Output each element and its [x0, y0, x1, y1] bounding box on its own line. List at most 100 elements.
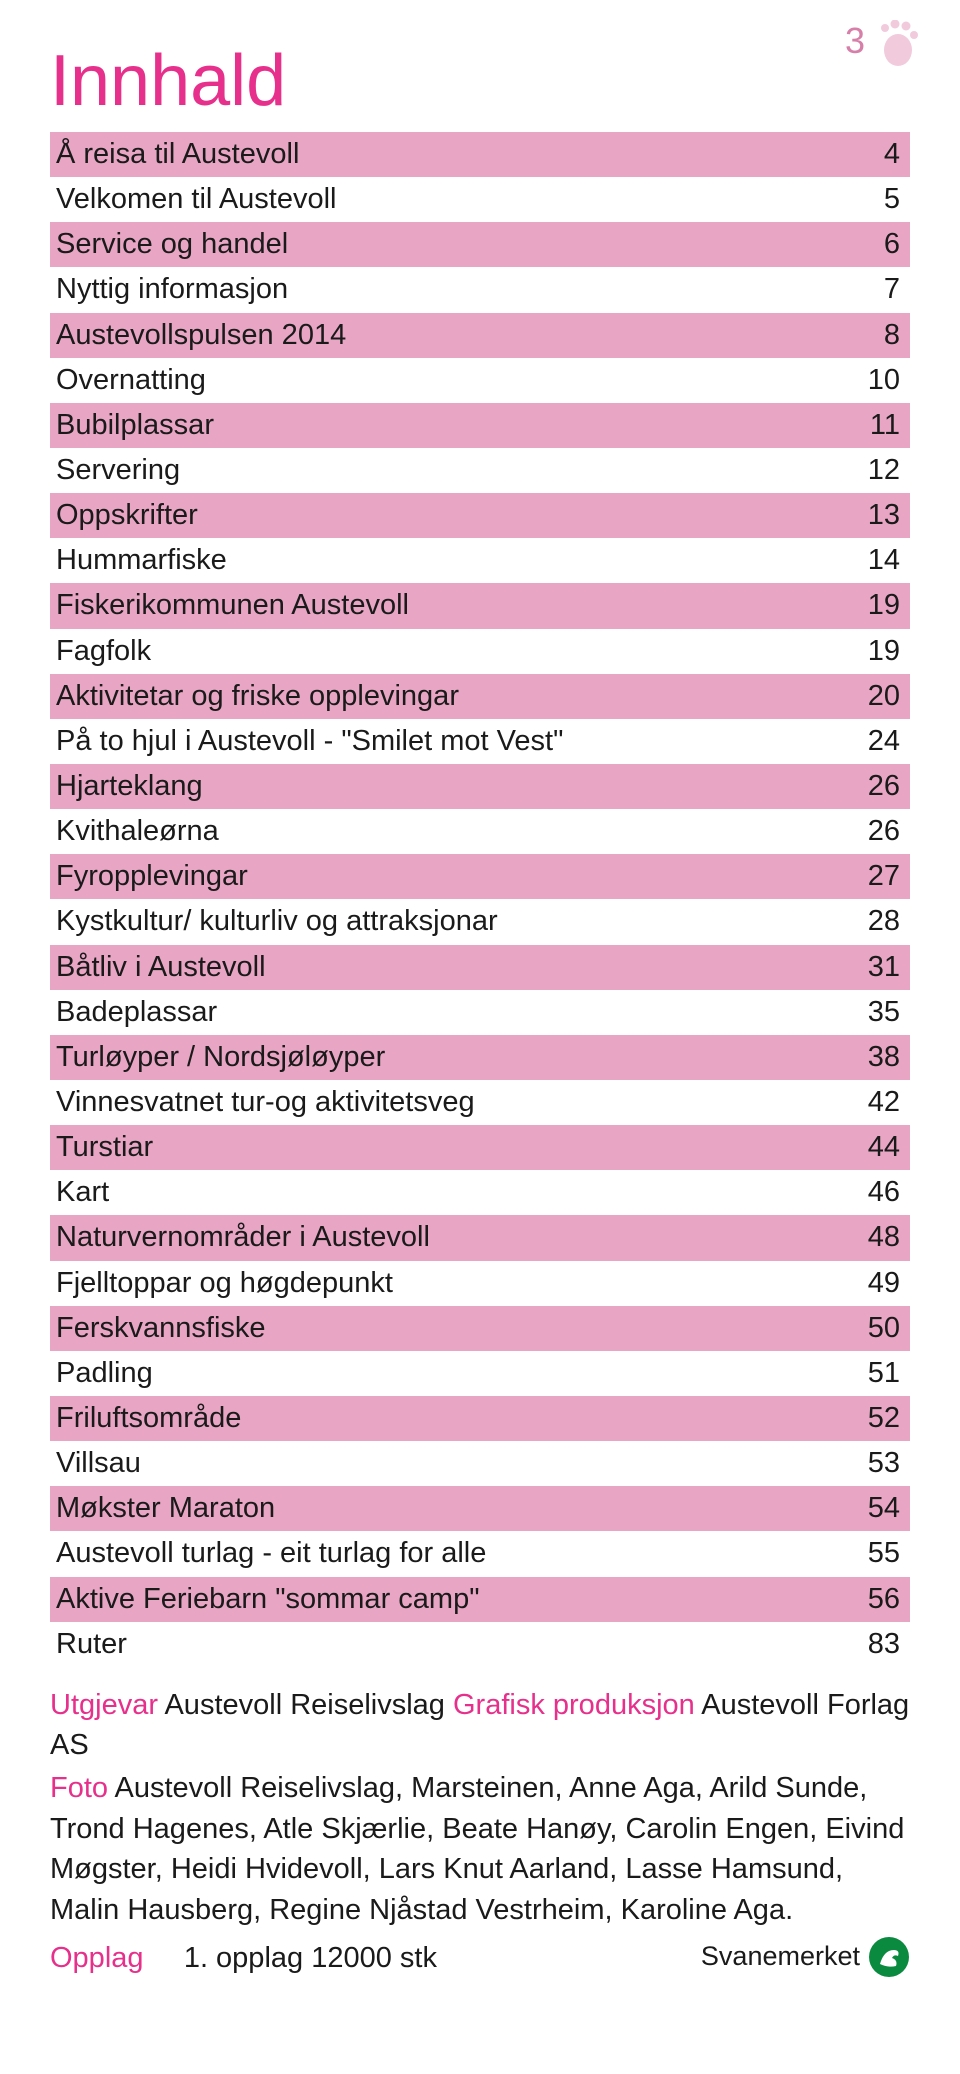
toc-page: 48: [868, 1218, 900, 1257]
toc-row[interactable]: Aktivitetar og friske opplevingar 20: [50, 674, 910, 719]
toc-page: 10: [868, 361, 900, 400]
toc-label: Å reisa til Austevoll: [56, 135, 299, 174]
toc-page: 54: [868, 1489, 900, 1528]
toc-page: 4: [884, 135, 900, 174]
toc-label: Båtliv i Austevoll: [56, 948, 266, 987]
toc-row[interactable]: Servering 12: [50, 448, 910, 493]
toc-row[interactable]: Fiskerikommunen Austevoll19: [50, 583, 910, 628]
toc-row[interactable]: Turstiar44: [50, 1125, 910, 1170]
toc-row[interactable]: Naturvernområder i Austevoll 48: [50, 1215, 910, 1260]
toc-label: Friluftsområde: [56, 1399, 241, 1438]
toc-row[interactable]: Hummarfiske14: [50, 538, 910, 583]
toc-page: 7: [884, 270, 900, 309]
toc-label: Aktivitetar og friske opplevingar: [56, 677, 459, 716]
toc-row[interactable]: Å reisa til Austevoll 4: [50, 132, 910, 177]
toc-row[interactable]: Hjarteklang 26: [50, 764, 910, 809]
toc-page: 28: [868, 902, 900, 941]
toc-page: 8: [884, 316, 900, 355]
toc-page: 56: [868, 1580, 900, 1619]
toc-page: 35: [868, 993, 900, 1032]
toc-row[interactable]: Møkster Maraton 54: [50, 1486, 910, 1531]
toc-label: Møkster Maraton: [56, 1489, 275, 1528]
toc-page: 55: [868, 1534, 900, 1573]
toc-label: Service og handel: [56, 225, 288, 264]
toc-label: Padling: [56, 1354, 153, 1393]
toc-label: Austevoll turlag - eit turlag for alle: [56, 1534, 486, 1573]
toc-row[interactable]: Austevollspulsen 2014 8: [50, 313, 910, 358]
toc-page: 83: [868, 1625, 900, 1664]
foto-label: Foto: [50, 1772, 108, 1804]
toc-label: Fiskerikommunen Austevoll: [56, 586, 409, 625]
toc-label: Hummarfiske: [56, 541, 227, 580]
svanemerket-label: Svanemerket: [701, 1938, 860, 1976]
toc-label: På to hjul i Austevoll - "Smilet mot Ves…: [56, 722, 563, 761]
toc-row[interactable]: Nyttig informasjon7: [50, 267, 910, 312]
toc-row[interactable]: Fagfolk19: [50, 629, 910, 674]
toc-label: Velkomen til Austevoll: [56, 180, 336, 219]
svanemerket-badge: Svanemerket: [701, 1936, 910, 1978]
table-of-contents: Å reisa til Austevoll4Velkomen til Auste…: [50, 132, 910, 1667]
toc-label: Oppskrifter: [56, 496, 198, 535]
toc-page: 6: [884, 225, 900, 264]
toc-label: Ruter: [56, 1625, 127, 1664]
toc-label: Fjelltoppar og høgdepunkt: [56, 1264, 393, 1303]
toc-row[interactable]: Friluftsområde52: [50, 1396, 910, 1441]
toc-row[interactable]: Overnatting 10: [50, 358, 910, 403]
toc-row[interactable]: Oppskrifter13: [50, 493, 910, 538]
toc-row[interactable]: Fyropplevingar27: [50, 854, 910, 899]
toc-page: 11: [870, 406, 900, 445]
opplag-value: 1. opplag 12000 stk: [184, 1942, 437, 1974]
toc-row[interactable]: Fjelltoppar og høgdepunkt 49: [50, 1261, 910, 1306]
toc-page: 19: [868, 632, 900, 671]
toc-label: Austevollspulsen 2014: [56, 316, 346, 355]
toc-label: Turløyper / Nordsjøløyper: [56, 1038, 385, 1077]
toc-row[interactable]: Austevoll turlag - eit turlag for alle 55: [50, 1531, 910, 1576]
toc-row[interactable]: Badeplassar35: [50, 990, 910, 1035]
toc-page: 12: [868, 451, 900, 490]
toc-row[interactable]: Vinnesvatnet tur-og aktivitetsveg42: [50, 1080, 910, 1125]
toc-row[interactable]: Ruter 83: [50, 1622, 910, 1667]
page-title: Innhald: [50, 40, 910, 122]
toc-label: Hjarteklang: [56, 767, 203, 806]
toc-row[interactable]: Båtliv i Austevoll 31: [50, 945, 910, 990]
toc-label: Bubilplassar: [56, 406, 214, 445]
toc-row[interactable]: Service og handel 6: [50, 222, 910, 267]
toc-page: 49: [868, 1264, 900, 1303]
grafisk-label: Grafisk produksjon: [453, 1689, 695, 1721]
toc-row[interactable]: Villsau 53: [50, 1441, 910, 1486]
toc-label: Vinnesvatnet tur-og aktivitetsveg: [56, 1083, 475, 1122]
utgjevar-label: Utgjevar: [50, 1689, 158, 1721]
svanemerket-icon: [868, 1936, 910, 1978]
page-number: 3: [845, 20, 865, 62]
toc-row[interactable]: Kart46: [50, 1170, 910, 1215]
toc-label: Kystkultur/ kulturliv og attraksjonar: [56, 902, 498, 941]
toc-label: Ferskvannsfiske: [56, 1309, 266, 1348]
toc-page: 27: [868, 857, 900, 896]
toc-row[interactable]: Ferskvannsfiske 50: [50, 1306, 910, 1351]
toc-row[interactable]: Kvithaleørna26: [50, 809, 910, 854]
toc-page: 26: [868, 767, 900, 806]
credits-block: Utgjevar Austevoll Reiselivslag Grafisk …: [50, 1685, 910, 1979]
toc-page: 44: [868, 1128, 900, 1167]
toc-label: Servering: [56, 451, 180, 490]
toc-page: 53: [868, 1444, 900, 1483]
toc-page: 20: [868, 677, 900, 716]
toc-row[interactable]: Turløyper / Nordsjøløyper 38: [50, 1035, 910, 1080]
toc-page: 38: [868, 1038, 900, 1077]
toc-row[interactable]: Velkomen til Austevoll5: [50, 177, 910, 222]
footprint-icon: [875, 20, 920, 75]
toc-row[interactable]: Bubilplassar 11: [50, 403, 910, 448]
foto-value: Austevoll Reiselivslag, Marsteinen, Anne…: [50, 1772, 904, 1926]
toc-page: 31: [868, 948, 900, 987]
toc-row[interactable]: Aktive Feriebarn "sommar camp"56: [50, 1577, 910, 1622]
toc-label: Naturvernområder i Austevoll: [56, 1218, 430, 1257]
toc-page: 46: [868, 1173, 900, 1212]
toc-label: Villsau: [56, 1444, 141, 1483]
toc-page: 51: [868, 1354, 900, 1393]
toc-row[interactable]: Kystkultur/ kulturliv og attraksjonar 28: [50, 899, 910, 944]
toc-label: Overnatting: [56, 361, 206, 400]
toc-row[interactable]: På to hjul i Austevoll - "Smilet mot Ves…: [50, 719, 910, 764]
toc-page: 50: [868, 1309, 900, 1348]
toc-page: 26: [868, 812, 900, 851]
toc-row[interactable]: Padling 51: [50, 1351, 910, 1396]
